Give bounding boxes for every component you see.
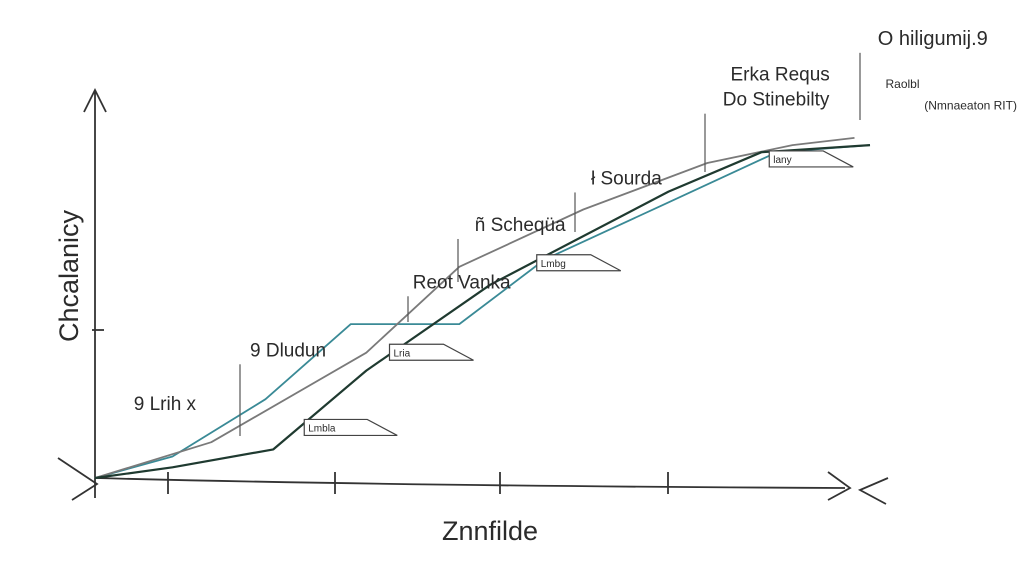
series-line-1	[94, 144, 871, 479]
y-axis-label: Chcalanicy	[54, 209, 84, 342]
series-line-2	[94, 137, 855, 479]
annotation-label: ñ Scheqüa	[475, 215, 566, 236]
callout-label: Lria	[394, 348, 411, 359]
callout-flag	[388, 343, 474, 361]
annotation-label: Do Stinebilty	[723, 90, 830, 111]
x-axis-arrow-mark	[857, 477, 889, 505]
callout-flag	[768, 150, 854, 168]
annotation-label: Raolbl	[886, 77, 920, 91]
annotation-label: (Nmnaeaton RIT)	[924, 98, 1017, 112]
annotation-label: 9 Dludun	[250, 340, 326, 361]
axes	[57, 87, 889, 505]
annotation-label: O hiligumij.9	[878, 28, 988, 50]
annotation-label: 9 Lrih x	[134, 394, 197, 415]
callout-flag	[536, 254, 622, 272]
x-axis-label: Znnfilde	[442, 516, 538, 546]
x-axis-line	[94, 471, 852, 501]
annotation-label: Erka Requs	[731, 65, 830, 86]
annotation-label: Reot Vanka	[413, 272, 511, 293]
callout-flag	[303, 418, 398, 437]
callout-label: Lmbla	[308, 423, 336, 434]
callout-label: lany	[773, 155, 791, 166]
y-axis-line	[83, 87, 107, 498]
origin-mark	[57, 457, 99, 501]
series-layer	[94, 137, 871, 480]
series-line-3	[94, 144, 871, 480]
annotation-label: ł Sourda	[591, 168, 662, 189]
annotation-layer: 9 Lrih x 9 Dludun Reot Vanka ñ Scheqüa ł Sou…	[134, 28, 1017, 436]
callout-label: Lmbg	[541, 259, 566, 270]
callout-layer: Lmbla Lria Lmbg lany	[303, 150, 854, 437]
